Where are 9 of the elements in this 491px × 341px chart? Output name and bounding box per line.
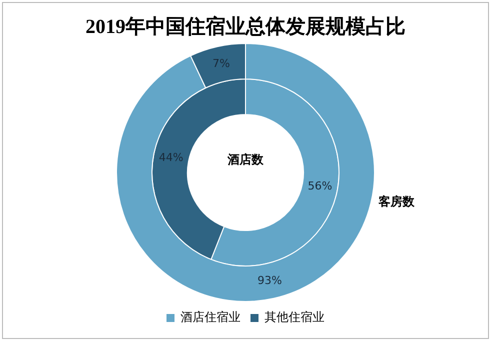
slice-label: 客房数: [378, 194, 416, 209]
slice-label: 酒店数: [226, 152, 264, 167]
chart-title: 2019年中国住宿业总体发展规模占比: [84, 14, 406, 40]
data-label: 7%: [212, 56, 230, 70]
data-label: 93%: [258, 274, 282, 287]
legend-label: 酒店住宿业: [180, 310, 240, 324]
legend-label: 其他住宿业: [264, 310, 324, 324]
data-label: 44%: [158, 151, 184, 164]
data-label: 56%: [308, 180, 332, 193]
